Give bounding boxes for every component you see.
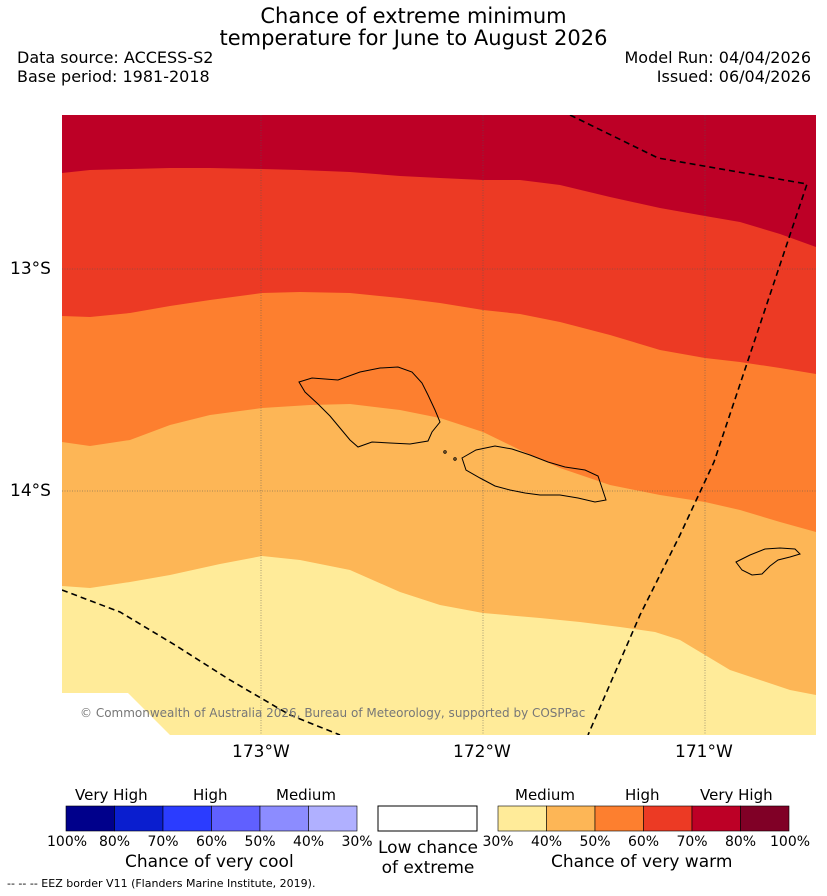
warm-swatch-1 [546, 805, 596, 832]
warm-swatch-3 [643, 805, 693, 832]
warm-tick-5: 80% [724, 834, 757, 850]
lon-label-171w: 171°W [675, 742, 733, 762]
warm-tick-6: 100% [770, 834, 811, 850]
low-chance-line1: Low chance [378, 838, 478, 858]
warm-swatch-4 [691, 805, 741, 832]
colorbar-cool [65, 805, 358, 832]
colorbar-low-chance [377, 805, 478, 832]
eez-border [62, 115, 809, 735]
warm-category-high: High [625, 786, 660, 804]
cool-category-very-high: Very High [75, 786, 148, 804]
cool-swatch-0 [65, 805, 115, 832]
warm-tick-1: 40% [530, 834, 563, 850]
cool-swatch-2 [162, 805, 212, 832]
islands [298, 366, 801, 576]
cool-swatch-3 [211, 805, 261, 832]
island-savaii [298, 366, 441, 448]
cool-swatch-4 [259, 805, 309, 832]
island-upolu [461, 445, 607, 503]
warm-swatch-2 [594, 805, 644, 832]
cool-tick-1: 80% [98, 834, 131, 850]
low-chance-label: Low chance of extreme [370, 838, 486, 878]
warm-tick-3: 60% [627, 834, 660, 850]
map-metadata-right: Model Run: 04/04/2026 Issued: 06/04/2026 [625, 48, 812, 86]
warm-colorbar-title: Chance of very warm [551, 852, 733, 872]
cool-colorbar-title: Chance of very cool [125, 852, 294, 872]
cool-swatch-5 [308, 805, 358, 832]
lon-label-172w: 172°W [453, 742, 511, 762]
band-very-high-warm [62, 115, 816, 247]
cool-tick-0: 100% [47, 834, 88, 850]
graticule [62, 115, 816, 735]
cool-tick-5: 40% [292, 834, 325, 850]
colorbar-warm [497, 805, 790, 832]
map-title-line1: Chance of extreme minimum [260, 4, 567, 28]
data-source: Data source: ACCESS-S2 [17, 48, 214, 67]
warm-swatch-0 [497, 805, 547, 832]
islet-manono [443, 450, 447, 454]
cool-tick-2: 70% [147, 834, 179, 850]
warm-swatch-5 [740, 805, 790, 832]
warm-category-very-high: Very High [700, 786, 773, 804]
warm-tick-0: 30% [482, 834, 514, 850]
cool-swatch-1 [114, 805, 164, 832]
warm-category-medium: Medium [515, 786, 575, 804]
base-period: Base period: 1981-2018 [17, 67, 210, 86]
warm-tick-2: 50% [579, 834, 611, 850]
lat-label-14s: 14°S [10, 481, 51, 501]
lon-label-173w: 173°W [232, 742, 290, 762]
cool-category-medium: Medium [276, 786, 336, 804]
warm-tick-4: 70% [676, 834, 708, 850]
copyright-notice: © Commonwealth of Australia 2026, Bureau… [80, 706, 586, 720]
islet-apolima [453, 457, 457, 461]
model-run: Model Run: 04/04/2026 [624, 48, 812, 67]
lat-label-13s: 13°S [10, 259, 51, 279]
issued-date: Issued: 06/04/2026 [656, 67, 811, 86]
eez-footer-note: -- -- -- EEZ border V11 (Flanders Marine… [7, 877, 316, 890]
no-data-area [62, 693, 170, 735]
cool-tick-6: 30% [341, 834, 373, 850]
map-metadata-left: Data source: ACCESS-S2 Base period: 1981… [17, 48, 213, 86]
cool-tick-3: 60% [195, 834, 228, 850]
cool-tick-4: 50% [244, 834, 276, 850]
cool-category-high: High [193, 786, 228, 804]
probability-bands [62, 115, 816, 735]
low-chance-line2: of extreme [381, 858, 475, 878]
island-tutuila [735, 547, 801, 576]
map-title-line2: temperature for June to August 2026 [219, 26, 608, 50]
